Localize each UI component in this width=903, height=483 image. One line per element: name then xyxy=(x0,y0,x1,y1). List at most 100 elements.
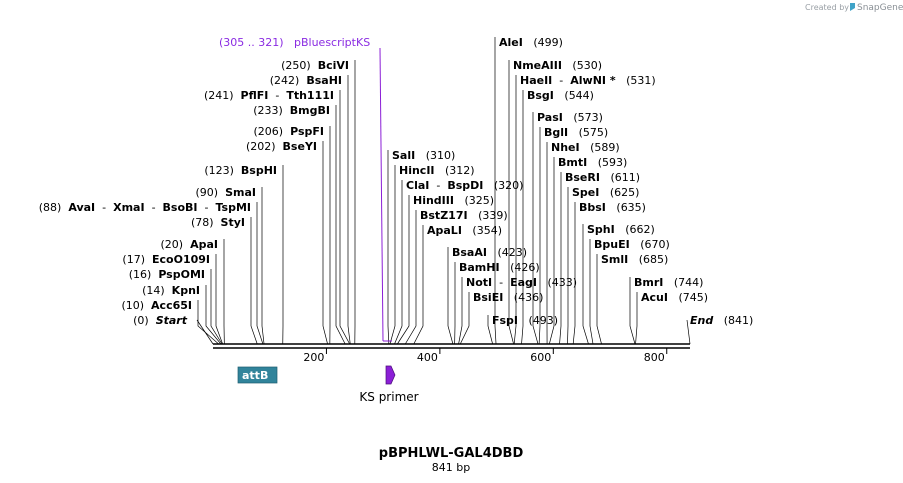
site-bbsi[interactable]: BbsI (635) xyxy=(579,201,646,214)
site-acui[interactable]: AcuI (745) xyxy=(641,291,708,304)
site-leader-bsiei xyxy=(459,292,470,345)
credit-brand: SnapGene xyxy=(857,3,903,13)
site-label: PasI (573) xyxy=(537,111,603,124)
site-label: BsiEI (436) xyxy=(473,291,543,304)
site-haeii[interactable]: HaeII - AlwNI * (531) xyxy=(520,74,656,87)
site-leader-bmti xyxy=(549,157,555,345)
site-enzyme-name: BsgI xyxy=(527,89,554,102)
site-bsaai[interactable]: BsaAI (423) xyxy=(452,246,527,259)
site-smli[interactable]: SmlI (685) xyxy=(601,253,668,266)
site-enzyme-name: TspMI xyxy=(215,201,251,214)
site-end[interactable]: End (841) xyxy=(690,314,753,327)
site-enzyme-name: ClaI xyxy=(406,179,429,192)
site-bcivi[interactable]: (250) BciVI xyxy=(281,59,349,72)
site-enzyme-name: Start xyxy=(156,314,188,327)
site-hincii[interactable]: HincII (312) xyxy=(399,164,475,177)
site-hindiii[interactable]: HindIII (325) xyxy=(413,194,494,207)
site-bamhi[interactable]: BamHI (426) xyxy=(459,261,540,274)
site-enzyme-name: SpeI xyxy=(572,186,599,199)
site-pspomi[interactable]: (16) PspOMI xyxy=(129,268,205,281)
site-sali[interactable]: SalI (310) xyxy=(392,149,455,162)
site-enzyme-name: EcoO109I xyxy=(152,253,210,266)
site-position: (745) xyxy=(668,291,708,304)
site-position: (310) xyxy=(415,149,455,162)
site-styi[interactable]: (78) StyI xyxy=(191,216,245,229)
site-smai[interactable]: (90) SmaI xyxy=(196,186,256,199)
site-bpuei[interactable]: BpuEI (670) xyxy=(594,238,670,251)
site-noti[interactable]: NotI - EagI (433) xyxy=(466,276,577,289)
site-leader-hincii xyxy=(389,165,396,345)
site-leader-end xyxy=(686,319,691,345)
site-enzyme-name: BglI xyxy=(544,126,568,139)
site-leader-smai xyxy=(261,187,265,345)
site-bmri[interactable]: BmrI (744) xyxy=(634,276,703,289)
site-fspi[interactable]: FspI (493) xyxy=(492,314,558,327)
site-label: (20) ApaI xyxy=(161,238,218,251)
site-enzyme-name: SmaI xyxy=(225,186,256,199)
site-name-separator: - xyxy=(492,276,510,289)
site-bsphi[interactable]: (123) BspHI xyxy=(204,164,277,177)
site-bsahi[interactable]: (242) BsaHI xyxy=(270,74,342,87)
primers-track[interactable]: KS primer xyxy=(359,365,419,404)
site-leader-kpni xyxy=(205,285,222,345)
site-label: ApaLI (354) xyxy=(427,224,502,237)
feature-box[interactable] xyxy=(237,366,278,384)
site-bsiei[interactable]: BsiEI (436) xyxy=(473,291,543,304)
site-label: (123) BspHI xyxy=(204,164,277,177)
primer-ks-primer[interactable]: KS primer xyxy=(359,365,419,404)
site-enzyme-name: BseRI xyxy=(565,171,600,184)
site-apai[interactable]: (20) ApaI xyxy=(161,238,218,251)
site-sphi[interactable]: SphI (662) xyxy=(587,223,655,236)
feature-attb[interactable]: attB xyxy=(237,366,278,384)
site-clai[interactable]: ClaI - BspDI (320) xyxy=(406,179,523,192)
site-kpni[interactable]: (14) KpnI xyxy=(142,284,200,297)
site-label: BseRI (611) xyxy=(565,171,640,184)
site-start[interactable]: (0) Start xyxy=(133,314,188,327)
site-enzyme-name: BstZ17I xyxy=(420,209,468,222)
primer-arrow-icon[interactable] xyxy=(385,365,396,385)
site-bstz17i[interactable]: BstZ17I (339) xyxy=(420,209,508,222)
site-ecoo109i[interactable]: (17) EcoO109I xyxy=(122,253,210,266)
site-pfifi[interactable]: (241) PflFI - Tth111I xyxy=(204,89,334,102)
site-bgli[interactable]: BglI (575) xyxy=(544,126,608,139)
site-pspfi[interactable]: (206) PspFI xyxy=(254,125,324,138)
site-enzyme-name: NmeAIII xyxy=(513,59,562,72)
site-bseyi[interactable]: (202) BseYI xyxy=(246,140,317,153)
site-enzyme-name: FspI xyxy=(492,314,518,327)
primer-binding-name: pBluescriptKS xyxy=(294,36,370,49)
site-alei[interactable]: AleI (499) xyxy=(499,36,563,49)
site-bseri[interactable]: BseRI (611) xyxy=(565,171,640,184)
ruler-tick-label: 600 xyxy=(530,351,551,364)
features-track[interactable]: attB xyxy=(237,366,278,384)
site-leader-ecoo109i xyxy=(215,254,223,345)
site-acc65i[interactable]: (10) Acc65I xyxy=(121,299,192,312)
site-label: NheI (589) xyxy=(551,141,620,154)
site-spei[interactable]: SpeI (625) xyxy=(572,186,639,199)
site-enzyme-name: BpuEI xyxy=(594,238,630,251)
site-enzyme-name: NotI xyxy=(466,276,492,289)
site-leader-bsaai xyxy=(447,247,454,345)
site-enzyme-name: HincII xyxy=(399,164,435,177)
site-bsgi[interactable]: BsgI (544) xyxy=(527,89,594,102)
site-nmeaiii[interactable]: NmeAIII (530) xyxy=(513,59,602,72)
site-label: SphI (662) xyxy=(587,223,655,236)
site-position: (242) xyxy=(270,74,307,87)
site-avai[interactable]: (88) AvaI - XmaI - BsoBI - TspMI xyxy=(39,201,251,214)
site-enzyme-name: BspHI xyxy=(241,164,277,177)
site-bmti[interactable]: BmtI (593) xyxy=(558,156,627,169)
site-enzyme-name: EagI xyxy=(510,276,537,289)
site-label: End (841) xyxy=(690,314,753,327)
site-position: (670) xyxy=(630,238,670,251)
primer-binding-annotation: (305 .. 321) pBluescriptKS xyxy=(219,36,392,342)
site-bmgbi[interactable]: (233) BmgBI xyxy=(253,104,330,117)
site-enzyme-name: PspOMI xyxy=(158,268,205,281)
site-position: (841) xyxy=(713,314,753,327)
site-position: (20) xyxy=(161,238,191,251)
site-leader-haeii xyxy=(513,75,517,345)
snapgene-logo-icon xyxy=(850,3,855,11)
site-pasi[interactable]: PasI (573) xyxy=(537,111,603,124)
site-enzyme-name: End xyxy=(690,314,713,327)
ruler-tick-label: 800 xyxy=(644,351,665,364)
site-apali[interactable]: ApaLI (354) xyxy=(427,224,502,237)
site-nhei[interactable]: NheI (589) xyxy=(551,141,620,154)
